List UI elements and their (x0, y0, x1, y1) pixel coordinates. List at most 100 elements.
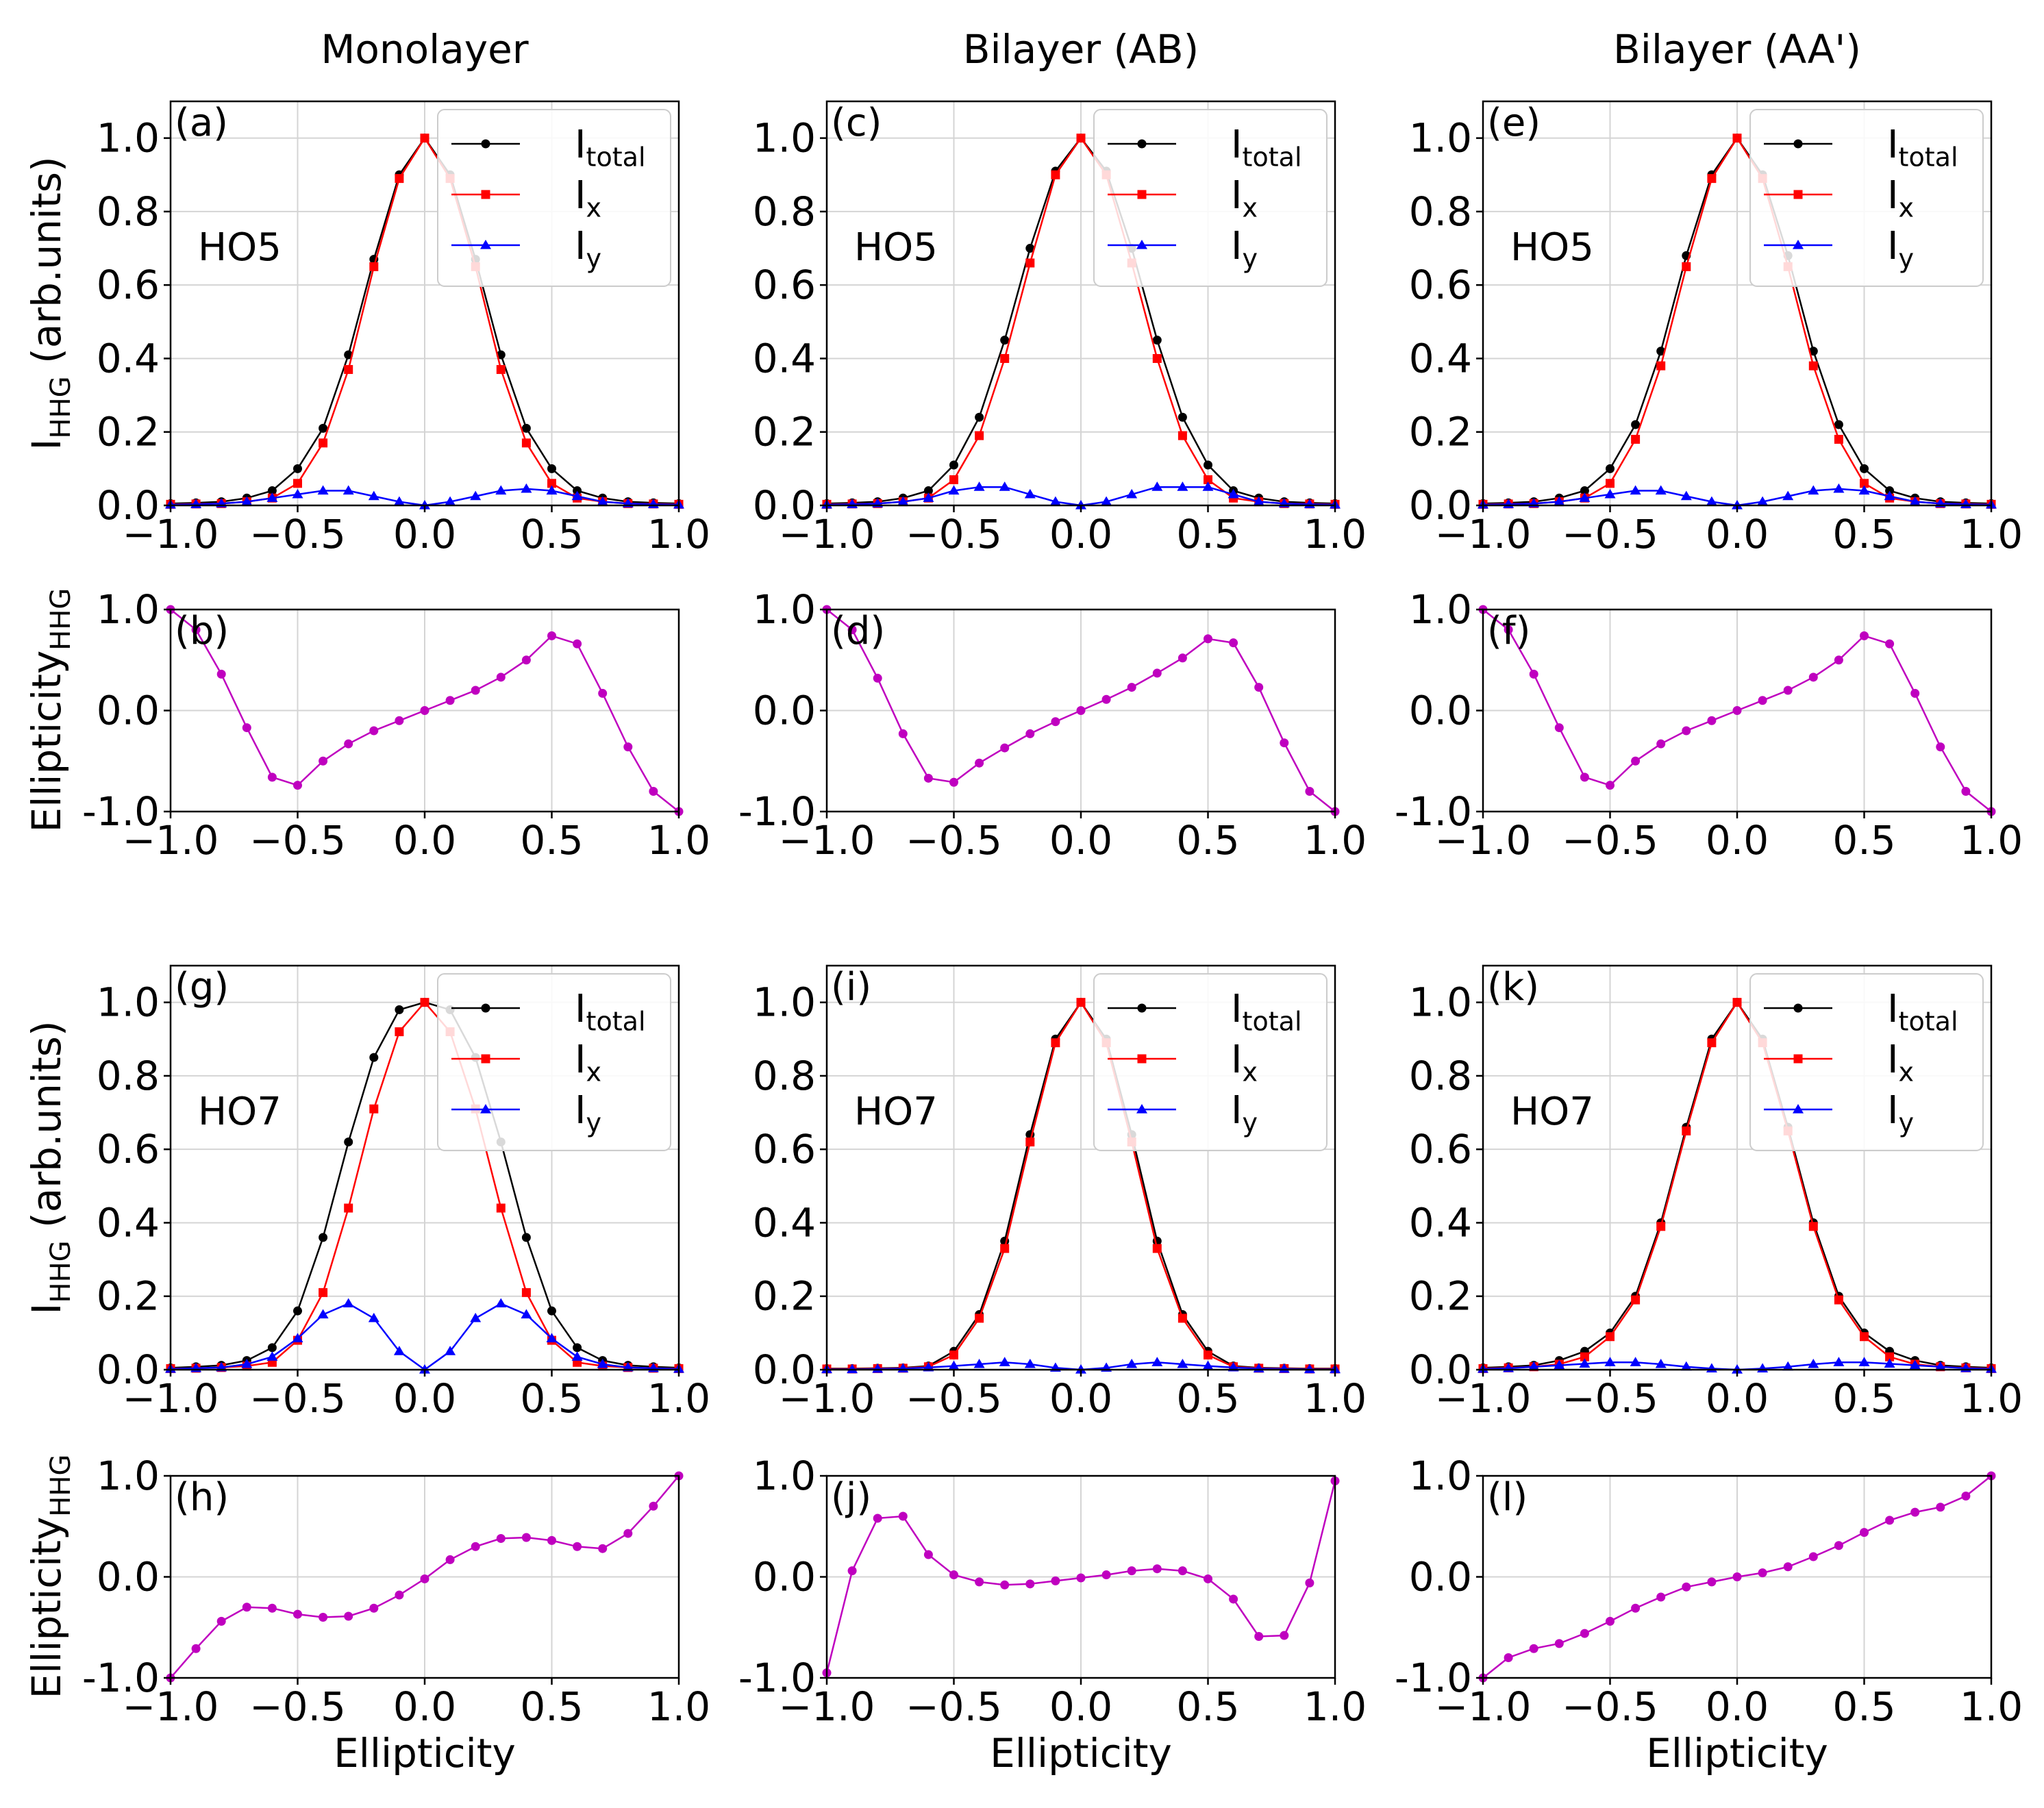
data-point (266, 1351, 278, 1361)
data-point (521, 483, 532, 493)
x-tick-label: 0.0 (393, 817, 456, 864)
data-point (1051, 1038, 1060, 1048)
panel-c: −1.0 −0.5 0.0 0.5 1.0 0.0 0.2 0.4 0.6 0.8 1.0 (c) HO… (753, 100, 1367, 557)
y-tick-label: 0.6 (1409, 1126, 1472, 1172)
data-point (1656, 739, 1666, 749)
legend-marker (481, 1003, 490, 1013)
y-tick-label: -1.0 (82, 1655, 160, 1701)
data-point (267, 773, 277, 782)
data-point (369, 726, 379, 736)
data-point (216, 1616, 226, 1626)
data-point (1604, 1357, 1616, 1366)
legend-label: Ix (1231, 173, 1258, 223)
y-tick-label: 0.0 (97, 1554, 160, 1600)
legend-item-y: Iy (1108, 224, 1258, 273)
legend-label: Itotal (575, 123, 646, 172)
y-tick-label: 1.0 (97, 1453, 160, 1499)
data-point (445, 1555, 455, 1564)
x-tick-label: 1.0 (1304, 817, 1367, 864)
data-point (368, 490, 379, 501)
data-point (471, 686, 480, 695)
data-point (1000, 353, 1010, 363)
data-point (344, 1137, 353, 1146)
data-point (847, 1364, 858, 1374)
data-point (1860, 479, 1869, 488)
data-point (293, 1609, 302, 1619)
data-point (1961, 787, 1971, 796)
data-point (973, 481, 985, 491)
x-tick-label: 1.0 (647, 511, 710, 557)
x-tick-label: 0.5 (1832, 1683, 1895, 1730)
legend-marker (1137, 139, 1147, 149)
data-point (1504, 625, 1513, 634)
data-point (420, 134, 429, 143)
y-tick-label: 0.4 (753, 335, 816, 381)
y-tick-label: 1.0 (97, 586, 160, 633)
data-point (395, 1027, 404, 1037)
series-ellipticity-hhg (1478, 605, 1996, 816)
y-tick-label: 0.0 (1409, 1346, 1472, 1393)
x-tick-label: −1.0 (779, 1683, 875, 1730)
y-tick-label: 0.2 (97, 1273, 160, 1320)
data-point (1631, 756, 1641, 766)
panel-label: (j) (831, 1475, 871, 1520)
data-point (470, 1312, 482, 1322)
legend-item-x: Ix (1108, 1038, 1258, 1087)
y-tick-label: 0.2 (753, 1273, 816, 1320)
data-point (1504, 1653, 1513, 1662)
data-point (1782, 1361, 1794, 1371)
data-point (521, 1288, 531, 1297)
x-tick-label: 0.5 (1176, 1375, 1239, 1422)
data-point (1909, 1359, 1921, 1370)
data-point (395, 1005, 404, 1014)
data-point (873, 1514, 882, 1523)
legend-item-x: Ix (1764, 1038, 1914, 1087)
data-point (1280, 738, 1289, 748)
y-tick-label: 1.0 (1409, 979, 1472, 1026)
data-point (547, 631, 556, 640)
x-tick-label: −0.5 (906, 1683, 1002, 1730)
data-point (1000, 1244, 1010, 1253)
data-point (1000, 743, 1010, 753)
x-tick-label: −1.0 (1435, 511, 1532, 557)
column-title-bilayer-ab: Bilayer (AB) (963, 26, 1199, 73)
y-tick-label: 0.0 (1409, 688, 1472, 734)
panel-label: (d) (831, 609, 885, 653)
data-point (342, 485, 354, 495)
data-point (1936, 742, 1945, 752)
data-point (241, 496, 253, 506)
panel-j: −1.0 −0.5 0.0 0.5 1.0 -1.0 0.0 1.0 (j) (738, 1453, 1367, 1730)
data-point (649, 1501, 658, 1511)
x-tick-label: 0.0 (393, 1375, 456, 1422)
data-point (1808, 1222, 1818, 1231)
data-point (1631, 420, 1641, 429)
legend-label: Itotal (575, 987, 646, 1036)
data-point (1631, 1295, 1641, 1305)
data-point (1682, 726, 1691, 736)
x-tick-label: 0.5 (1832, 511, 1895, 557)
y-tick-label: 0.6 (1409, 262, 1472, 308)
x-tick-label: −1.0 (123, 1683, 219, 1730)
data-point (898, 729, 908, 738)
data-point (1631, 434, 1641, 444)
legend-marker (481, 1054, 490, 1064)
legend-label: Iy (575, 224, 601, 273)
y-tick-label: 0.8 (1409, 188, 1472, 235)
y-tick-label: 0.2 (1409, 1273, 1472, 1320)
x-tick-label: 1.0 (647, 1375, 710, 1422)
data-point (1858, 1357, 1870, 1366)
data-point (1152, 353, 1162, 363)
data-point (547, 1306, 556, 1316)
y-tick-label: 0.6 (97, 262, 160, 308)
x-tick-label: 0.5 (1832, 1375, 1895, 1422)
data-point (597, 1358, 608, 1368)
panel-label: (a) (175, 101, 228, 145)
y-tick-label: 0.2 (97, 409, 160, 455)
x-tick-label: 1.0 (1304, 1683, 1367, 1730)
data-point (1025, 1137, 1035, 1146)
data-point (1732, 1572, 1742, 1581)
x-tick-label: 0.0 (1049, 511, 1112, 557)
data-point (975, 412, 984, 422)
y-tick-label: 0.6 (97, 1126, 160, 1172)
